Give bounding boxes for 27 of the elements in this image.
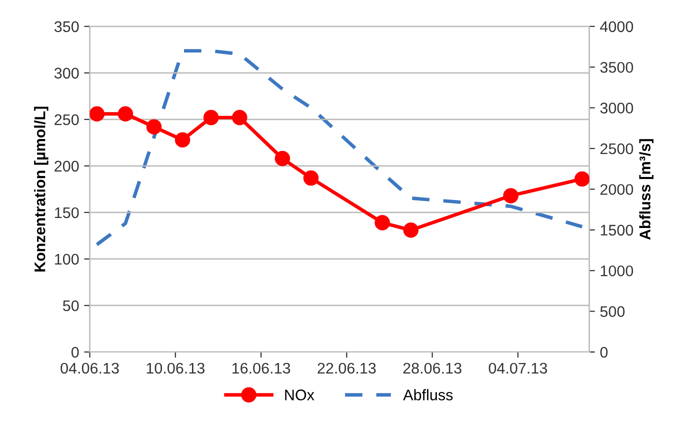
- y-tick-label: 200: [54, 160, 79, 172]
- legend-label: NOx: [285, 390, 314, 400]
- y-tick-label: 50: [62, 300, 79, 312]
- y-tick-label: 0: [71, 346, 79, 358]
- y-tick-label: 150: [55, 207, 79, 218]
- y2-tick-label: 3000: [600, 102, 634, 114]
- y-tick-label: 250: [54, 114, 79, 126]
- x-tick-label: 16.06.13: [232, 362, 290, 374]
- x-tick-label: 28.06.13: [403, 362, 462, 374]
- x-tick-label: 10.06.13: [146, 362, 204, 374]
- y2-tick-label: 1500: [600, 224, 634, 236]
- y2-axis-title: Abfluss [m³/s]: [639, 139, 654, 240]
- y-tick-label: 300: [54, 68, 79, 79]
- x-tick-label: 22.06.13: [318, 362, 376, 374]
- y-axis-title: Konzentration [µmol/L]: [34, 106, 48, 272]
- y-tick-label: 100: [55, 254, 79, 265]
- legend-label: Abfluss: [403, 389, 453, 400]
- x-tick-label: 04.06.13: [60, 362, 119, 374]
- y2-tick-label: 500: [600, 306, 625, 317]
- y-tick-label: 350: [54, 21, 79, 32]
- x-tick-label: 04.07.13: [488, 362, 547, 374]
- y2-tick-label: 4000: [600, 21, 634, 32]
- y2-tick-label: 0: [600, 346, 608, 358]
- y2-tick-label: 1000: [600, 265, 634, 276]
- y2-tick-label: 2500: [600, 143, 634, 154]
- y2-tick-label: 2000: [600, 184, 634, 195]
- y2-tick-label: 3500: [600, 62, 634, 73]
